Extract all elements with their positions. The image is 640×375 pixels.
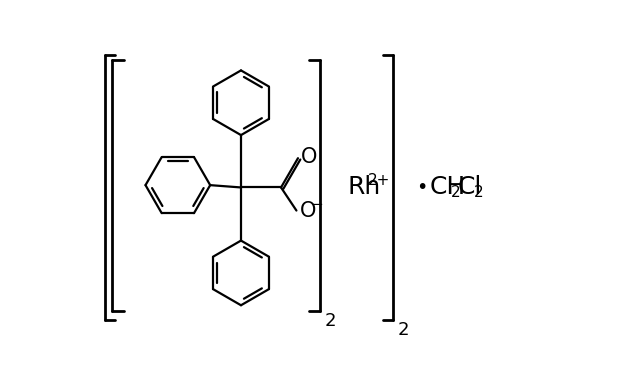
Text: 2: 2	[324, 312, 335, 330]
Text: Cl: Cl	[458, 176, 482, 200]
Text: 2: 2	[451, 185, 460, 200]
Text: •: •	[417, 178, 428, 197]
Text: 2+: 2+	[368, 173, 390, 188]
Text: 2: 2	[397, 321, 409, 339]
Text: −: −	[310, 197, 323, 212]
Text: 2: 2	[474, 185, 484, 200]
Text: O: O	[301, 147, 317, 166]
Text: O: O	[300, 201, 316, 220]
Text: Rh: Rh	[348, 176, 381, 200]
Text: CH: CH	[429, 176, 466, 200]
